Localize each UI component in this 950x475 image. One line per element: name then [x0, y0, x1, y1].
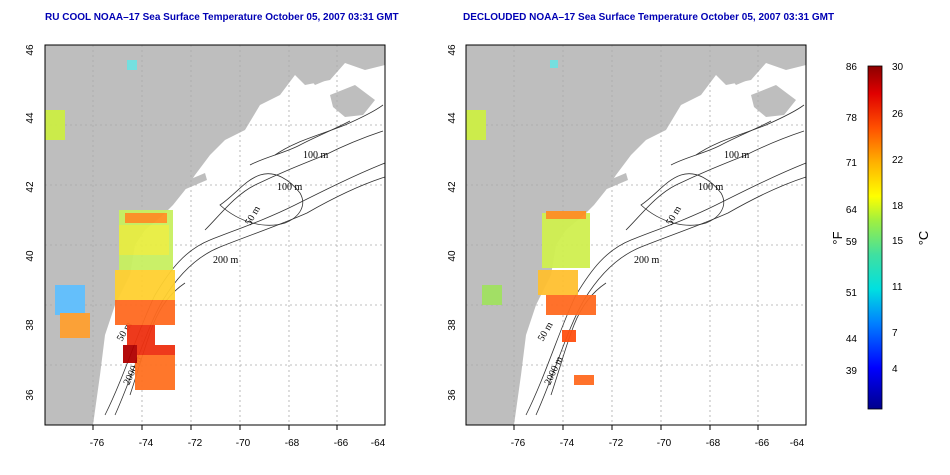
lat-tick-label: 38 — [25, 319, 36, 331]
colorbar-f-tick: 59 — [846, 237, 858, 248]
lon-tick-label: -68 — [285, 438, 300, 449]
lon-tick-label: -66 — [755, 438, 770, 449]
left-map-frame — [44, 44, 386, 426]
colorbar: 86 78 71 64 59 51 44 39 30 26 22 18 15 1… — [830, 62, 931, 410]
left-map-title: RU COOL NOAA–17 Sea Surface Temperature … — [45, 12, 399, 23]
right-map — [465, 44, 807, 426]
lon-tick-label: -72 — [188, 438, 203, 449]
colorbar-c-tick: 4 — [892, 364, 898, 375]
colorbar-f-tick: 64 — [846, 205, 858, 216]
lat-tick-label: 36 — [447, 389, 458, 401]
lat-tick-label: 44 — [25, 112, 36, 124]
lon-tick-label: -64 — [371, 438, 386, 449]
colorbar-c-tick: 22 — [892, 155, 904, 166]
lon-tick-label: -64 — [790, 438, 805, 449]
right-map-frame — [465, 44, 807, 426]
lon-tick-label: -74 — [560, 438, 575, 449]
colorbar-f-tick: 51 — [846, 288, 858, 299]
lon-tick-label: -76 — [511, 438, 526, 449]
lon-tick-label: -70 — [236, 438, 251, 449]
lat-tick-label: 46 — [25, 44, 36, 56]
lon-tick-label: -76 — [90, 438, 105, 449]
lat-tick-label: 46 — [447, 44, 458, 56]
lat-tick-label: 40 — [447, 250, 458, 262]
colorbar-c-tick: 7 — [892, 328, 898, 339]
right-y-axis: 36 38 40 42 44 46 — [447, 44, 458, 401]
left-map — [44, 44, 386, 426]
colorbar-gradient — [867, 65, 883, 410]
lat-tick-label: 36 — [25, 389, 36, 401]
colorbar-unit-c: °C — [916, 231, 931, 246]
left-y-axis: 36 38 40 42 44 46 — [25, 44, 36, 401]
right-sst-overlay — [466, 60, 596, 385]
left-sst-overlay — [45, 60, 175, 390]
lat-tick-label: 42 — [25, 181, 36, 193]
lon-tick-label: -70 — [657, 438, 672, 449]
lon-tick-label: -74 — [139, 438, 154, 449]
colorbar-f-tick: 78 — [846, 113, 858, 124]
lat-tick-label: 38 — [447, 319, 458, 331]
axis-ticks — [92, 425, 759, 430]
colorbar-c-tick: 18 — [892, 201, 904, 212]
colorbar-c-tick: 15 — [892, 236, 904, 247]
lon-tick-label: -68 — [706, 438, 721, 449]
colorbar-f-tick: 86 — [846, 62, 858, 73]
right-map-title: DECLOUDED NOAA–17 Sea Surface Temperatur… — [463, 12, 835, 23]
lat-tick-label: 42 — [447, 181, 458, 193]
colorbar-unit-f: °F — [830, 231, 845, 244]
colorbar-c-tick: 26 — [892, 109, 904, 120]
colorbar-f-tick: 71 — [846, 158, 858, 169]
lat-tick-label: 44 — [447, 112, 458, 124]
colorbar-c-tick: 30 — [892, 62, 904, 73]
colorbar-f-tick: 39 — [846, 366, 858, 377]
colorbar-c-tick: 11 — [892, 282, 903, 293]
lat-tick-label: 40 — [25, 250, 36, 262]
lon-tick-label: -66 — [334, 438, 349, 449]
lon-tick-label: -72 — [609, 438, 624, 449]
right-x-axis: -76 -74 -72 -70 -68 -66 -64 — [511, 438, 805, 449]
colorbar-f-tick: 44 — [846, 334, 858, 345]
left-x-axis: -76 -74 -72 -70 -68 -66 -64 — [90, 438, 386, 449]
